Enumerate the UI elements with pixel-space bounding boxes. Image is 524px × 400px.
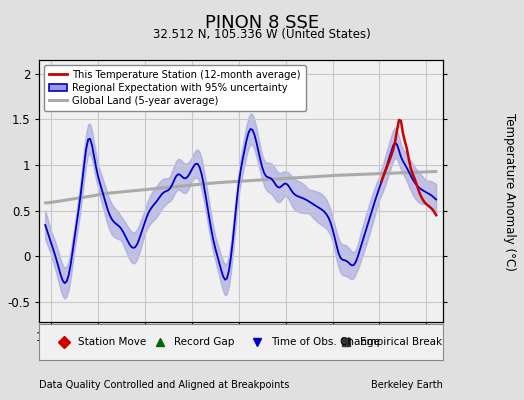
Text: 32.512 N, 105.336 W (United States): 32.512 N, 105.336 W (United States) xyxy=(153,28,371,41)
Text: Temperature Anomaly (°C): Temperature Anomaly (°C) xyxy=(503,113,516,271)
Text: Data Quality Controlled and Aligned at Breakpoints: Data Quality Controlled and Aligned at B… xyxy=(39,380,290,390)
Text: Station Move: Station Move xyxy=(78,337,146,347)
Legend: This Temperature Station (12-month average), Regional Expectation with 95% uncer: This Temperature Station (12-month avera… xyxy=(45,65,306,111)
Text: PINON 8 SSE: PINON 8 SSE xyxy=(205,14,319,32)
Text: Time of Obs. Change: Time of Obs. Change xyxy=(271,337,380,347)
Text: Empirical Break: Empirical Break xyxy=(360,337,442,347)
Text: Record Gap: Record Gap xyxy=(174,337,235,347)
Text: Berkeley Earth: Berkeley Earth xyxy=(371,380,443,390)
